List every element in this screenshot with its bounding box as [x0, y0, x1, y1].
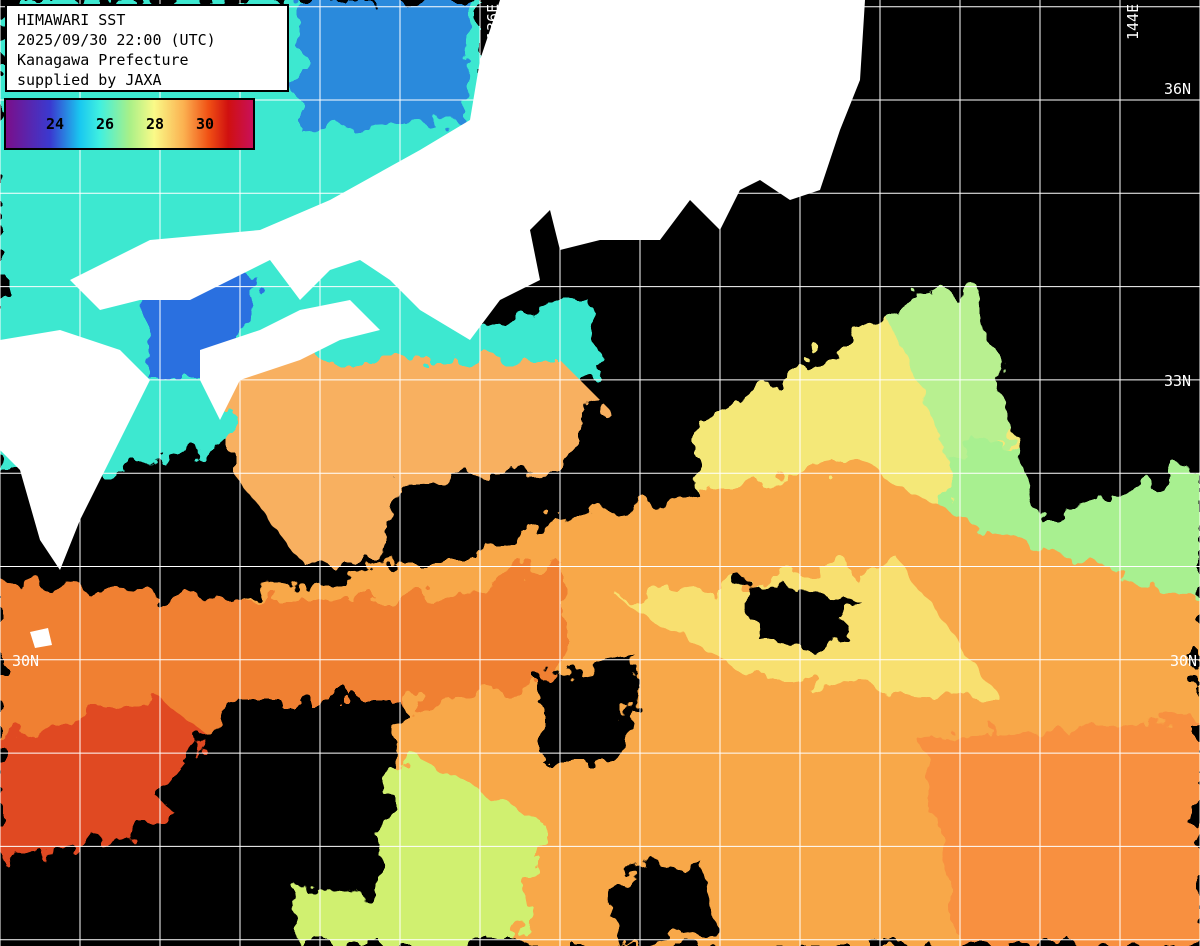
region: Kanagawa Prefecture	[17, 51, 189, 69]
land	[0, 0, 865, 648]
title: HIMAWARI SST	[17, 11, 126, 29]
credit: supplied by JAXA	[17, 71, 162, 89]
island	[30, 628, 52, 648]
lat-label-30n: 30N	[1170, 652, 1198, 670]
colorbar-tick: 28	[146, 115, 165, 133]
datetime: 2025/09/30 22:00 (UTC)	[17, 31, 216, 49]
color-bar-legend: 24 26 28 30	[4, 98, 255, 150]
lat-label-30n-left: 30N	[12, 652, 40, 670]
honshu	[70, 0, 865, 340]
kyushu	[0, 330, 150, 570]
lat-label-36n: 36N	[1164, 80, 1192, 98]
lat-label-33n-left: 33N	[10, 372, 38, 390]
shikoku	[200, 300, 380, 420]
colorbar-tick: 30	[196, 115, 215, 133]
colorbar-tick: 26	[96, 115, 115, 133]
lon-label-136e: 136E	[484, 3, 502, 40]
colorbar-tick: 24	[46, 115, 65, 133]
lat-label-33n: 33N	[1164, 372, 1192, 390]
lon-label-144e: 144E	[1124, 3, 1142, 40]
title-box: HIMAWARI SST 2025/09/30 22:00 (UTC) Kana…	[5, 4, 289, 92]
